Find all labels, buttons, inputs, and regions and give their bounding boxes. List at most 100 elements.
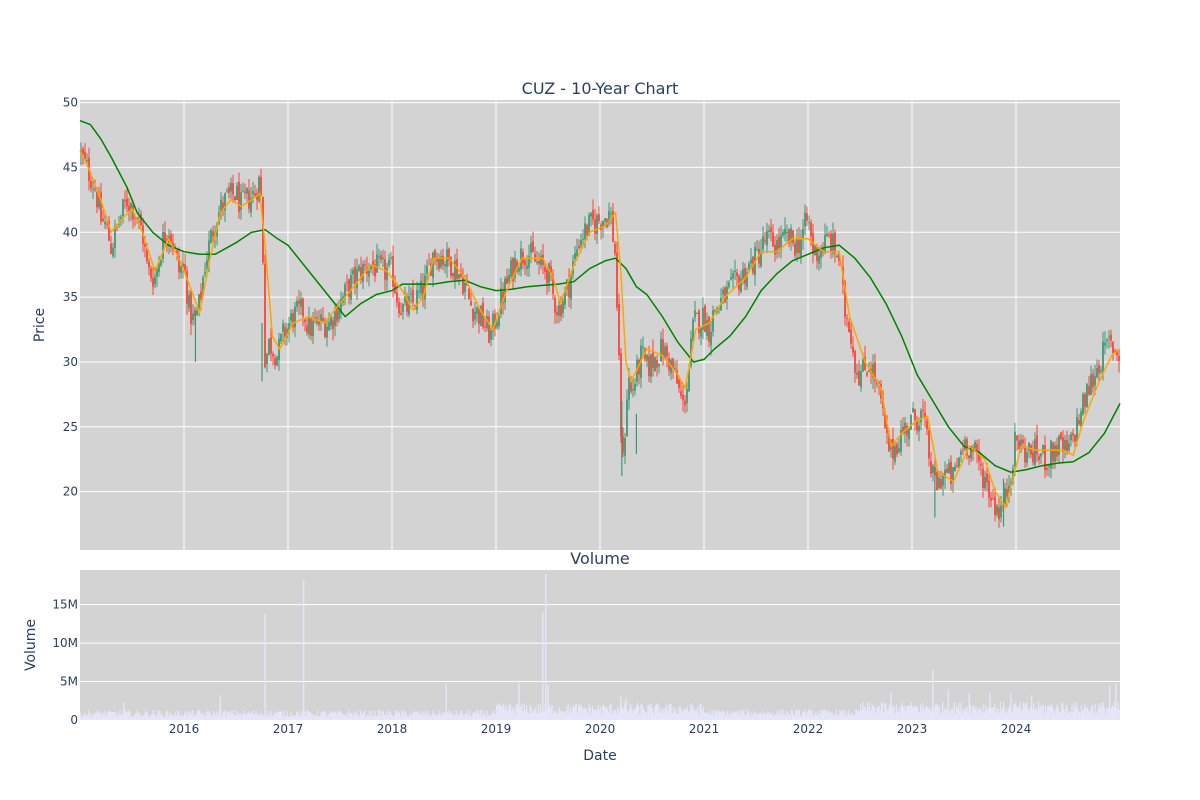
candle-body <box>288 323 290 333</box>
volume-bar <box>553 710 555 720</box>
volume-bar <box>1047 705 1049 720</box>
candle-body <box>360 267 362 280</box>
volume-bar <box>876 708 878 720</box>
volume-bar <box>459 713 461 720</box>
candle-body <box>1110 334 1112 341</box>
candle-body <box>838 253 840 261</box>
volume-bar <box>254 714 256 720</box>
volume-bar <box>981 712 983 720</box>
volume-bar <box>1054 712 1056 720</box>
volume-bar <box>342 713 344 720</box>
volume-bar <box>628 709 631 720</box>
candle-body <box>940 479 942 489</box>
candle-body <box>1088 386 1090 395</box>
volume-bar <box>1083 709 1085 720</box>
candle-body <box>998 507 1000 520</box>
volume-bar <box>402 710 404 720</box>
candle-body <box>554 297 556 313</box>
candle-body <box>160 260 162 266</box>
volume-bar <box>732 714 735 720</box>
candle-body <box>648 356 650 376</box>
candle-body <box>568 278 570 298</box>
candle-body <box>864 356 866 370</box>
volume-bar <box>820 709 822 720</box>
volume-bar <box>215 716 217 720</box>
candle-body <box>582 238 584 240</box>
volume-bar <box>89 714 91 720</box>
volume-bar <box>831 712 833 720</box>
candle-body <box>1036 435 1038 455</box>
candle-body <box>766 231 768 246</box>
volume-bar <box>710 714 713 720</box>
volume-bar <box>720 711 722 720</box>
volume-bar <box>197 710 200 720</box>
candle-body <box>284 326 286 338</box>
volume-bar <box>425 710 427 720</box>
volume-bar <box>1012 706 1014 720</box>
volume-bar <box>223 711 225 720</box>
volume-bar <box>537 704 539 720</box>
candle-body <box>200 291 202 300</box>
volume-bar <box>925 706 928 720</box>
volume-bar <box>172 714 174 720</box>
volume-bar <box>670 704 672 720</box>
volume-bar <box>99 712 101 720</box>
volume-bar <box>772 712 774 720</box>
candle-body <box>964 439 966 450</box>
volume-bar <box>232 710 234 720</box>
candle-body <box>368 270 370 277</box>
volume-bar <box>939 713 941 720</box>
volume-bar <box>892 707 894 720</box>
candle-body <box>408 296 410 315</box>
volume-bar <box>1094 703 1096 720</box>
volume-bar <box>465 713 468 720</box>
volume-bar <box>839 710 841 720</box>
candle-body <box>94 189 96 191</box>
candle-body <box>846 317 848 319</box>
volume-bar <box>246 713 248 720</box>
volume-bar <box>204 716 206 720</box>
candle-body <box>110 243 112 255</box>
candle-body <box>558 305 560 316</box>
candle-body <box>450 257 452 276</box>
candle-body <box>810 222 812 237</box>
candle-body <box>888 433 890 452</box>
volume-bar <box>267 710 269 720</box>
volume-bar <box>910 702 913 720</box>
volume-bar <box>1077 709 1079 720</box>
volume-bar <box>655 703 657 720</box>
volume-bar <box>985 710 988 720</box>
volume-bar <box>477 710 479 720</box>
volume-bar <box>798 709 800 720</box>
volume-bar <box>395 710 397 720</box>
candle-body <box>338 310 340 320</box>
volume-bar <box>851 712 854 720</box>
volume-bar <box>611 713 613 720</box>
candle-body <box>502 291 504 304</box>
volume-bar <box>814 712 817 720</box>
volume-bar <box>248 711 250 720</box>
candle-body <box>432 252 434 278</box>
volume-bar <box>442 712 445 720</box>
volume-bar <box>519 707 521 720</box>
volume-bar <box>656 703 658 720</box>
volume-bar <box>812 715 814 720</box>
volume-bar <box>946 710 948 720</box>
volume-bar <box>409 713 411 720</box>
volume-bar <box>438 713 440 720</box>
candle-body <box>448 248 450 261</box>
volume-bar <box>1021 708 1023 720</box>
candle-body <box>1018 440 1020 450</box>
volume-bar <box>188 711 190 720</box>
volume-bar <box>574 704 576 720</box>
volume-bar <box>959 710 961 720</box>
volume-bar <box>783 713 785 720</box>
volume-bar <box>766 712 768 720</box>
volume-bar <box>559 711 561 720</box>
volume-bar <box>1007 708 1010 720</box>
candle-body <box>800 237 802 257</box>
candle-body <box>506 276 508 285</box>
volume-bar <box>388 710 390 720</box>
volume-bar <box>214 712 216 720</box>
candle-body <box>1048 465 1050 467</box>
